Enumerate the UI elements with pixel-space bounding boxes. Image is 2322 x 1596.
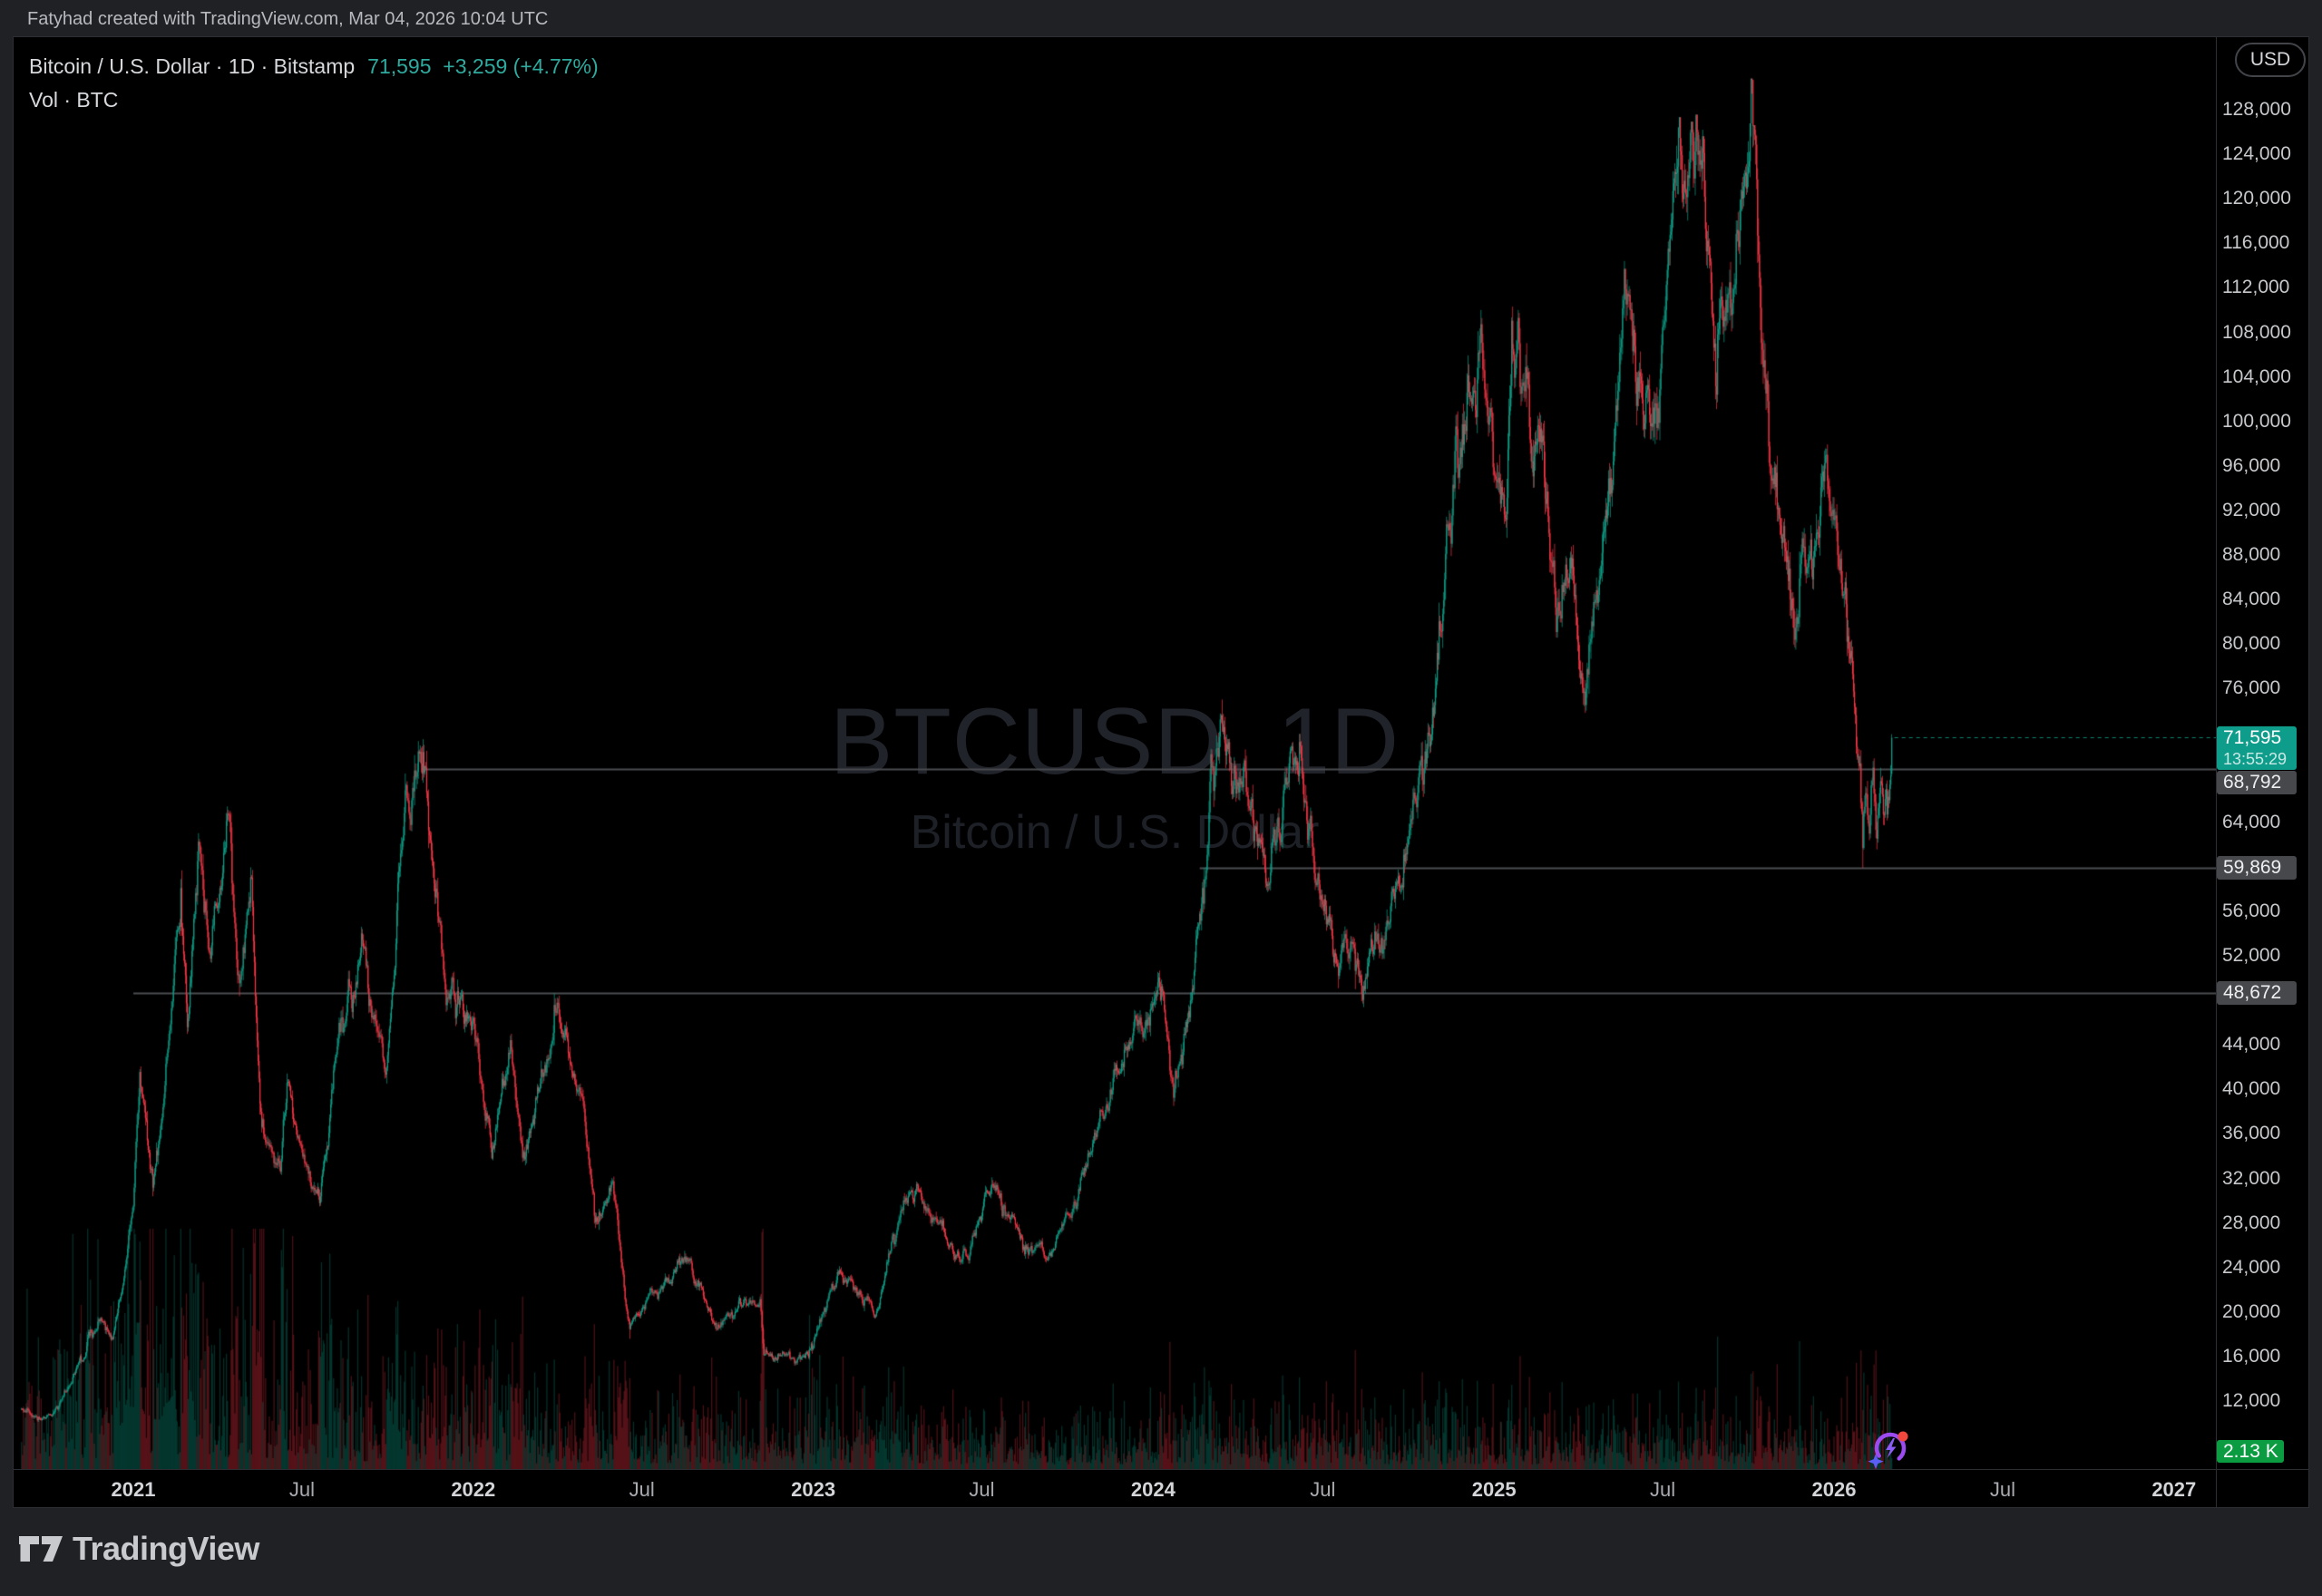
- price-axis-tick: 28,000: [2222, 1212, 2281, 1233]
- price-axis-tick: 16,000: [2222, 1345, 2281, 1367]
- time-axis-tick: 2022: [451, 1478, 496, 1501]
- chart-legend: Bitcoin / U.S. Dollar · 1D · Bitstamp 71,…: [29, 53, 599, 113]
- tradingview-logo-icon: [19, 1536, 63, 1562]
- price-axis-tick: 112,000: [2222, 277, 2290, 298]
- snapshot-footer: TradingView: [0, 1508, 2322, 1596]
- volume-legend[interactable]: Vol · BTC: [29, 88, 119, 112]
- price-axis-tick: 96,000: [2222, 454, 2281, 476]
- level-price-label: 68,792: [2217, 770, 2297, 794]
- level-price-label: 59,869: [2217, 856, 2297, 881]
- price-axis-tick: 128,000: [2222, 99, 2291, 120]
- price-axis-tick: 24,000: [2222, 1256, 2281, 1278]
- price-axis-tick: 104,000: [2222, 365, 2291, 387]
- price-axis-tick: 36,000: [2222, 1123, 2281, 1144]
- price-axis-tick: 40,000: [2222, 1078, 2281, 1100]
- time-axis-tick: 2027: [2151, 1478, 2197, 1501]
- current-price-label: 71,595 13:55:29: [2217, 726, 2297, 771]
- price-axis-tick: 44,000: [2222, 1034, 2281, 1056]
- time-axis-separator: [13, 1469, 2309, 1470]
- price-axis-tick: 56,000: [2222, 900, 2281, 921]
- time-axis-tick: 2024: [1130, 1478, 1176, 1501]
- price-axis-tick: 52,000: [2222, 945, 2281, 966]
- time-axis-tick: Jul: [1650, 1478, 1676, 1501]
- level-price-label: 48,672: [2217, 980, 2297, 1005]
- price-axis-tick: 88,000: [2222, 544, 2281, 565]
- attribution-text: Fatyhad created with TradingView.com, Ma…: [27, 9, 549, 29]
- current-price-value: 71,595: [2223, 727, 2282, 749]
- time-axis-tick: 2025: [1471, 1478, 1517, 1501]
- price-axis-tick: 32,000: [2222, 1167, 2281, 1189]
- volume-value-label: 2.13 K: [2217, 1439, 2284, 1463]
- tradingview-logo[interactable]: TradingView: [18, 1530, 259, 1568]
- price-axis-tick: 116,000: [2222, 232, 2290, 254]
- time-axis-tick: Jul: [629, 1478, 655, 1501]
- price-axis-tick: 12,000: [2222, 1390, 2281, 1411]
- price-axis-tick: 120,000: [2222, 188, 2291, 209]
- price-axis-tick: 64,000: [2222, 811, 2281, 832]
- price-axis-tick: 124,000: [2222, 143, 2291, 165]
- time-axis-tick: 2026: [1811, 1478, 1857, 1501]
- last-price: 71,595: [367, 54, 432, 78]
- price-axis-tick: 20,000: [2222, 1300, 2281, 1322]
- symbol-title[interactable]: Bitcoin / U.S. Dollar · 1D · Bitstamp 71,…: [29, 53, 599, 80]
- sparkle-circle-icon: [1868, 1431, 1908, 1470]
- time-axis-tick: Jul: [288, 1478, 315, 1501]
- currency-toggle-button[interactable]: USD: [2235, 43, 2306, 77]
- price-chart-canvas[interactable]: [14, 37, 2216, 1469]
- price-axis-tick: 84,000: [2222, 589, 2281, 610]
- price-axis-separator: [2216, 36, 2217, 1508]
- price-change: +3,259 (+4.77%): [443, 54, 599, 78]
- tradingview-logo-text: TradingView: [73, 1530, 259, 1567]
- time-axis-tick: 2021: [111, 1478, 156, 1501]
- bar-countdown: 13:55:29: [2223, 750, 2288, 769]
- time-axis-tick: 2023: [791, 1478, 836, 1501]
- price-axis-tick: 92,000: [2222, 499, 2281, 521]
- price-axis-tick: 108,000: [2222, 321, 2291, 343]
- time-axis-tick: Jul: [1310, 1478, 1336, 1501]
- time-axis-tick: Jul: [1989, 1478, 2015, 1501]
- time-axis-tick: Jul: [969, 1478, 995, 1501]
- ai-technicals-icon[interactable]: [1868, 1427, 1911, 1471]
- price-axis-tick: 80,000: [2222, 633, 2281, 655]
- price-axis-tick: 100,000: [2222, 410, 2291, 432]
- price-axis-tick: 76,000: [2222, 677, 2281, 699]
- symbol-description: Bitcoin / U.S. Dollar · 1D · Bitstamp: [29, 54, 356, 78]
